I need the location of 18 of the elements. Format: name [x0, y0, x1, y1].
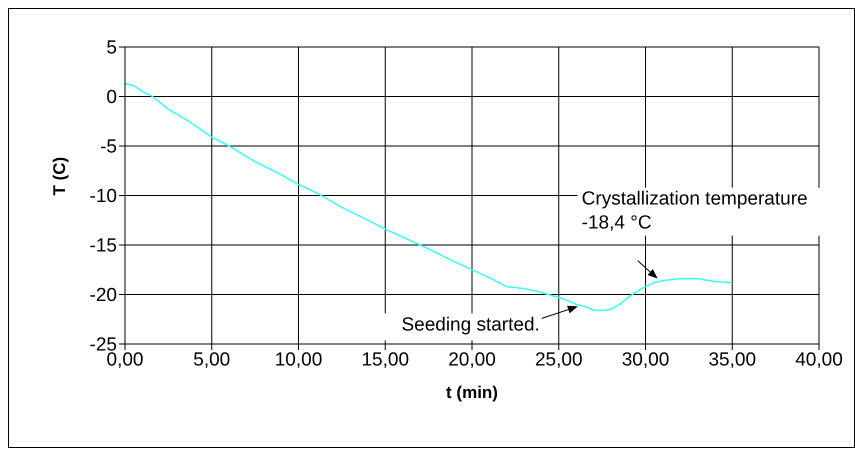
- x-axis-title: t (min): [446, 383, 498, 402]
- y-tick-label: 5: [106, 38, 117, 59]
- annotation: Crystallization temperature -18,4 °C: [582, 188, 808, 234]
- x-tick-label: 35,00: [708, 349, 756, 370]
- y-axis-title: T (C): [50, 156, 70, 196]
- y-tick-label: -5: [100, 136, 117, 158]
- x-tick-label: 25,00: [534, 349, 583, 370]
- y-tick-label: -15: [90, 236, 117, 257]
- x-tick-label: 40,00: [795, 349, 843, 370]
- x-tick-label: 15,00: [361, 349, 410, 370]
- annotation: Seeding started.: [401, 314, 540, 336]
- x-tick-label: 30,00: [622, 349, 670, 370]
- x-tick-label: 5,00: [193, 349, 230, 370]
- x-tick-label: 10,00: [274, 349, 322, 370]
- x-tick-label: 20,00: [448, 349, 496, 370]
- y-tick-label: 0: [106, 87, 117, 108]
- y-tick-label: -20: [90, 285, 117, 306]
- y-tick-label: -10: [90, 186, 117, 208]
